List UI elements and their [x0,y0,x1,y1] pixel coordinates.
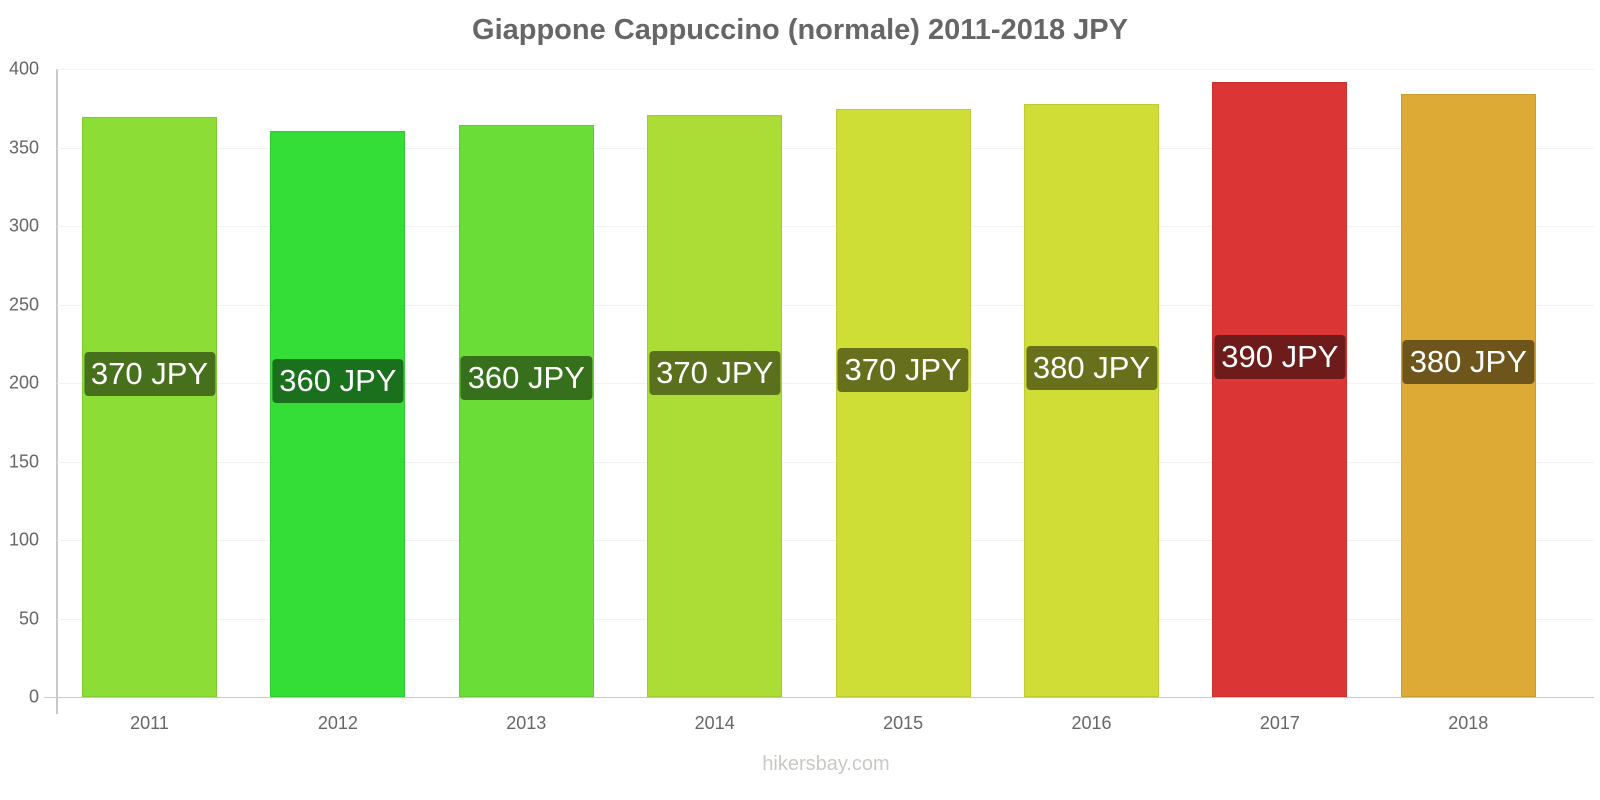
data-label: 360 JPY [272,359,404,403]
bar-2017[interactable] [1212,82,1348,697]
gridline [57,383,1594,384]
y-tick-label: 100 [8,529,39,550]
x-tick-label: 2014 [694,713,735,733]
gridline [57,226,1594,227]
y-axis-line [56,69,58,714]
x-tick-label: 2013 [506,713,547,733]
x-axis-line [44,697,1594,698]
gridline [57,461,1594,463]
x-tick-label: 2011 [130,713,169,733]
y-tick-label: 400 [8,58,39,79]
y-tick-label: 250 [8,294,39,314]
x-tick-label: 2015 [883,713,924,733]
gridline [57,618,1594,620]
bar-2011[interactable] [82,116,217,697]
x-tick-label: 2012 [317,713,358,733]
data-label: 360 JPY [460,356,592,401]
bar-2012[interactable] [270,131,406,697]
data-label: 380 JPY [1025,345,1158,390]
gridline [57,540,1594,541]
data-label: 370 JPY [83,351,216,396]
source-credit: hikersbay.com [762,753,890,775]
y-tick-label: 350 [8,137,39,157]
bar-2016[interactable] [1024,104,1159,697]
x-tick-label: 2016 [1071,713,1112,733]
data-label: 390 JPY [1214,334,1346,379]
y-tick-label: 200 [8,372,39,393]
x-tick-label: 2018 [1448,713,1489,733]
gridline [57,69,1594,70]
y-tick-label: 50 [18,608,39,628]
y-tick-label: 150 [8,451,39,471]
bar-2015[interactable] [835,109,971,697]
chart-title: Giappone Cappuccino (normale) 2011-2018 … [472,14,1128,46]
data-label: 370 JPY [837,348,969,393]
bar-2018[interactable] [1400,93,1536,697]
gridline [57,304,1594,306]
x-tick-label: 2017 [1259,713,1300,733]
data-label: 380 JPY [1402,340,1534,385]
gridline [57,147,1594,149]
y-tick-label: 300 [8,215,39,236]
data-label: 370 JPY [649,351,781,395]
bar-2013[interactable] [458,125,594,697]
bar-2014[interactable] [647,115,783,697]
y-tick-label: 0 [28,686,39,707]
